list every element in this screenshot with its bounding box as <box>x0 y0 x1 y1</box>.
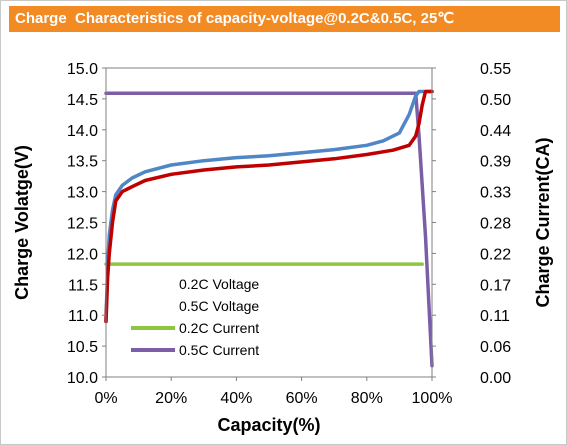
y2-tick-label: 0.50 <box>480 92 511 109</box>
series-line-0-5c-voltage <box>104 89 434 324</box>
chart-title: Charge Characteristics of capacity-volta… <box>9 6 560 32</box>
y-tick-label: 10.5 <box>67 339 98 356</box>
legend-label: 0.5C Current <box>179 342 259 358</box>
y2-tick-label: 0.33 <box>480 185 511 202</box>
y2-tick-label: 0.00 <box>480 370 511 387</box>
series-line-0-5c-current <box>104 91 434 368</box>
y-tick-label: 11.5 <box>68 277 98 294</box>
series-layer <box>104 89 434 368</box>
plot-border <box>105 67 433 378</box>
legend-label: 0.5C Voltage <box>179 298 259 314</box>
y2-tick-label: 0.55 <box>480 61 511 78</box>
y2-tick-label: 0.17 <box>480 277 511 294</box>
y-tick-label: 13.5 <box>67 154 98 171</box>
y-tick-label: 12.0 <box>67 246 98 263</box>
x-tick-label: 40% <box>220 390 252 407</box>
x-tick-label: 0% <box>94 390 117 407</box>
y-tick-label: 12.5 <box>67 216 98 233</box>
y-tick-label: 14.0 <box>67 123 98 140</box>
x-axis-label: Capacity(%) <box>217 415 320 435</box>
y2-tick-label: 0.22 <box>480 246 511 263</box>
x-tick-label: 80% <box>351 390 383 407</box>
x-tick-label: 60% <box>286 390 318 407</box>
x-tick-label: 100% <box>412 390 453 407</box>
y2-tick-label: 0.11 <box>480 308 510 325</box>
legend-label: 0.2C Voltage <box>179 276 259 292</box>
legend-label: 0.2C Current <box>179 320 259 336</box>
y-tick-label: 14.5 <box>67 92 98 109</box>
y2-tick-label: 0.39 <box>480 154 511 171</box>
y-tick-label: 13.0 <box>67 185 98 202</box>
x-tick-label: 20% <box>155 390 187 407</box>
y2-axis-ticks: 0.00 0.06 0.11 0.17 0.22 0.28 0.33 0.39 0.44 0.50… <box>432 61 511 387</box>
y-axis-label: Charge Volatge(V) <box>12 145 32 300</box>
y-tick-label: 11.0 <box>68 308 98 325</box>
y2-tick-label: 0.44 <box>480 123 511 140</box>
y-axis-ticks: 10.0 10.5 11.0 11.5 12.0 12.5 13.0 13.5 14.0 14.5… <box>67 61 106 387</box>
x-axis-ticks: 0% 20% 40% 60% 80% 100% <box>94 377 452 407</box>
legend: 0.2C Voltage 0.5C Voltage 0.2C Current 0.5C… <box>131 276 259 358</box>
series-line-0-2c-voltage <box>104 89 434 324</box>
y-tick-label: 10.0 <box>67 370 98 387</box>
y2-tick-label: 0.28 <box>480 216 511 233</box>
y-tick-label: 15.0 <box>67 61 98 78</box>
y2-axis-label: Charge Current(CA) <box>533 137 553 307</box>
y2-tick-label: 0.06 <box>480 339 511 356</box>
